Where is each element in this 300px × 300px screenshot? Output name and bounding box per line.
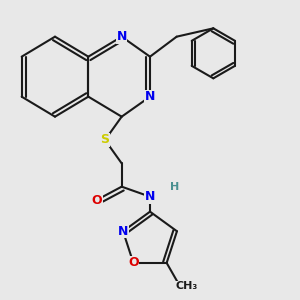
Text: N: N (145, 190, 155, 203)
Text: N: N (116, 30, 127, 43)
Text: O: O (128, 256, 139, 269)
Text: N: N (118, 225, 128, 238)
Text: H: H (170, 182, 180, 192)
Text: N: N (145, 90, 155, 103)
Text: O: O (92, 194, 102, 206)
Text: S: S (100, 134, 109, 146)
Text: CH₃: CH₃ (176, 281, 198, 291)
